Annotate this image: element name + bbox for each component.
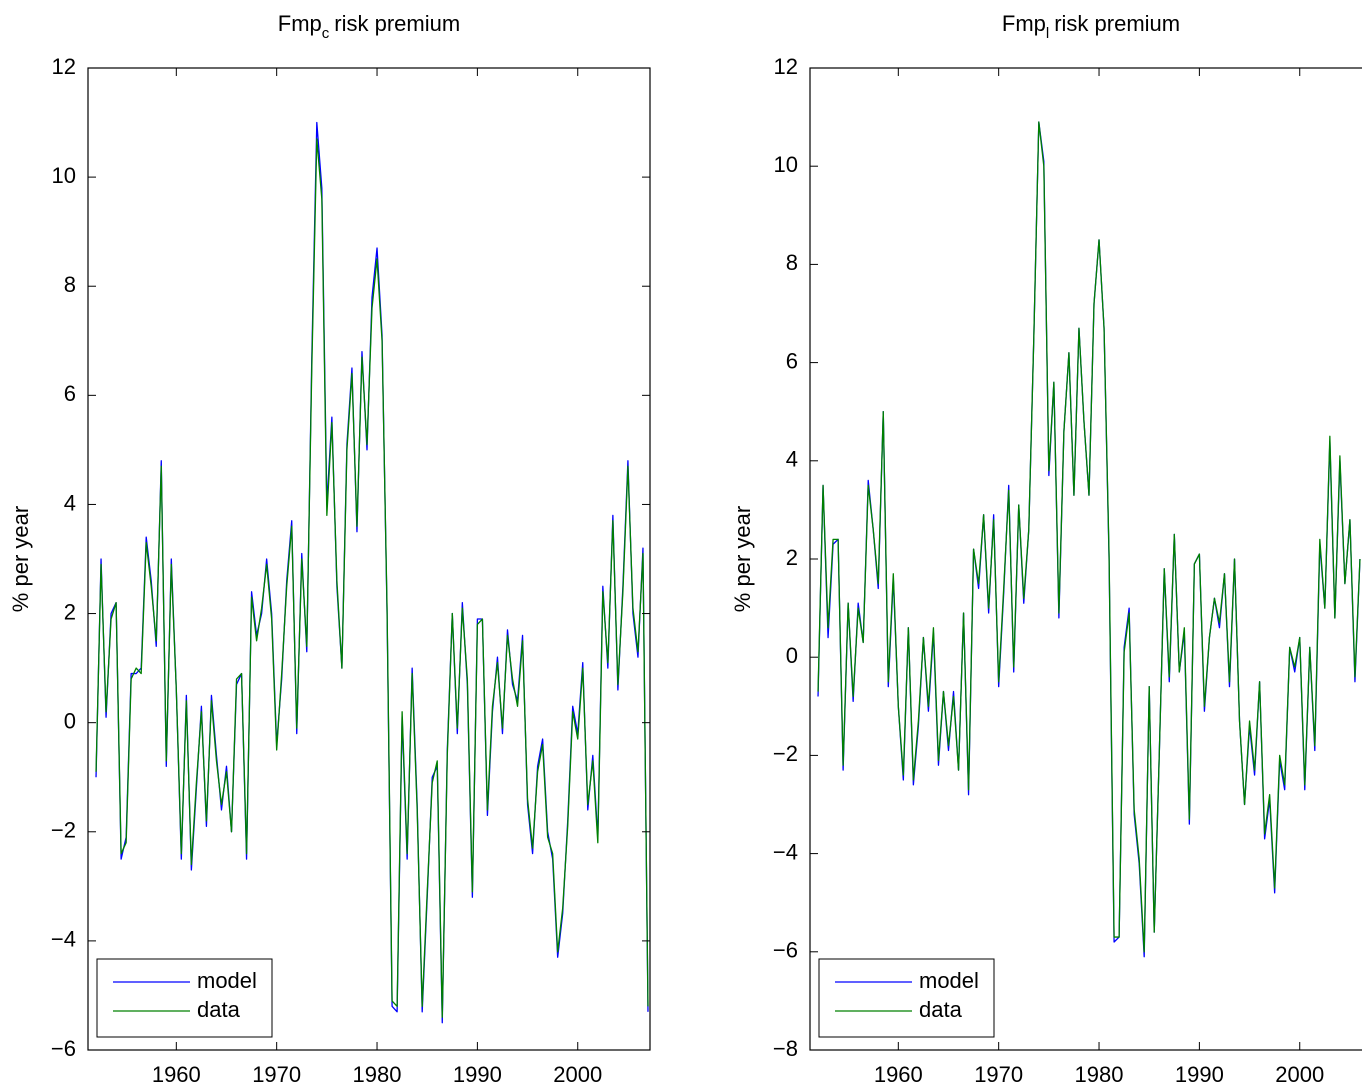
y-tick-label: −2	[773, 741, 798, 766]
legend-label: model	[197, 968, 257, 993]
y-tick-label: −4	[51, 927, 76, 952]
y-tick-label: 6	[64, 381, 76, 406]
plot-frame	[809, 67, 1362, 1051]
title-suffix: risk premium	[334, 11, 460, 36]
title-main: Fmp	[278, 11, 322, 36]
y-tick-label: 2	[64, 599, 76, 624]
legend-box	[96, 958, 273, 1038]
y-axis-label: % per year	[8, 506, 33, 612]
title-main: Fmp	[1002, 11, 1046, 36]
y-tick-label: 12	[774, 54, 798, 79]
y-tick-label: 4	[64, 490, 76, 515]
series-line	[817, 121, 1361, 958]
y-tick-label: 0	[64, 708, 76, 733]
y-tick-label: 12	[52, 54, 76, 79]
y-tick-label: 10	[52, 163, 76, 188]
y-tick-label: −6	[773, 938, 798, 963]
title-suffix: risk premium	[1054, 11, 1180, 36]
chart-title: Fmpl risk premium	[1002, 11, 1180, 42]
x-tick-label: 1960	[874, 1062, 923, 1087]
plot-frame	[87, 67, 651, 1051]
x-tick-label: 1990	[453, 1062, 502, 1087]
y-tick-label: −4	[773, 839, 798, 864]
y-tick-label: 2	[786, 545, 798, 570]
x-tick-label: 1980	[353, 1062, 402, 1087]
legend-label: data	[919, 997, 963, 1022]
y-tick-label: −6	[51, 1036, 76, 1061]
x-tick-label: 1970	[252, 1062, 301, 1087]
y-tick-label: 6	[786, 348, 798, 373]
panel: Fmpl risk premium % per year −8 −6 −4 −2 0 2 4 6 8 1…	[730, 11, 1362, 1087]
y-tick-label: 10	[774, 152, 798, 177]
legend-box	[818, 958, 995, 1038]
x-tick-label: 1990	[1175, 1062, 1224, 1087]
y-tick-label: −2	[51, 818, 76, 843]
series-line	[817, 121, 1361, 953]
x-tick-label: 1960	[152, 1062, 201, 1087]
x-tick-label: 1980	[1075, 1062, 1124, 1087]
chart-title: Fmpc risk premium	[278, 11, 460, 42]
y-tick-label: 4	[786, 447, 798, 472]
legend-label: model	[919, 968, 979, 993]
title-subscript: c	[322, 25, 330, 42]
y-tick-label: 8	[786, 250, 798, 275]
x-tick-label: 2000	[553, 1062, 602, 1087]
y-axis-label: % per year	[730, 506, 755, 612]
legend-label: data	[197, 997, 241, 1022]
series-line	[95, 138, 649, 1018]
x-tick-label: 2000	[1275, 1062, 1324, 1087]
y-tick-label: 8	[64, 272, 76, 297]
x-tick-label: 1970	[974, 1062, 1023, 1087]
title-subscript: l	[1046, 25, 1049, 42]
panel: Fmpc risk premium % per year −6 −4 −2 0 2 4 6 8 10 1…	[8, 11, 651, 1087]
series-line	[95, 121, 649, 1024]
y-tick-label: −8	[773, 1036, 798, 1061]
y-tick-label: 0	[786, 643, 798, 668]
